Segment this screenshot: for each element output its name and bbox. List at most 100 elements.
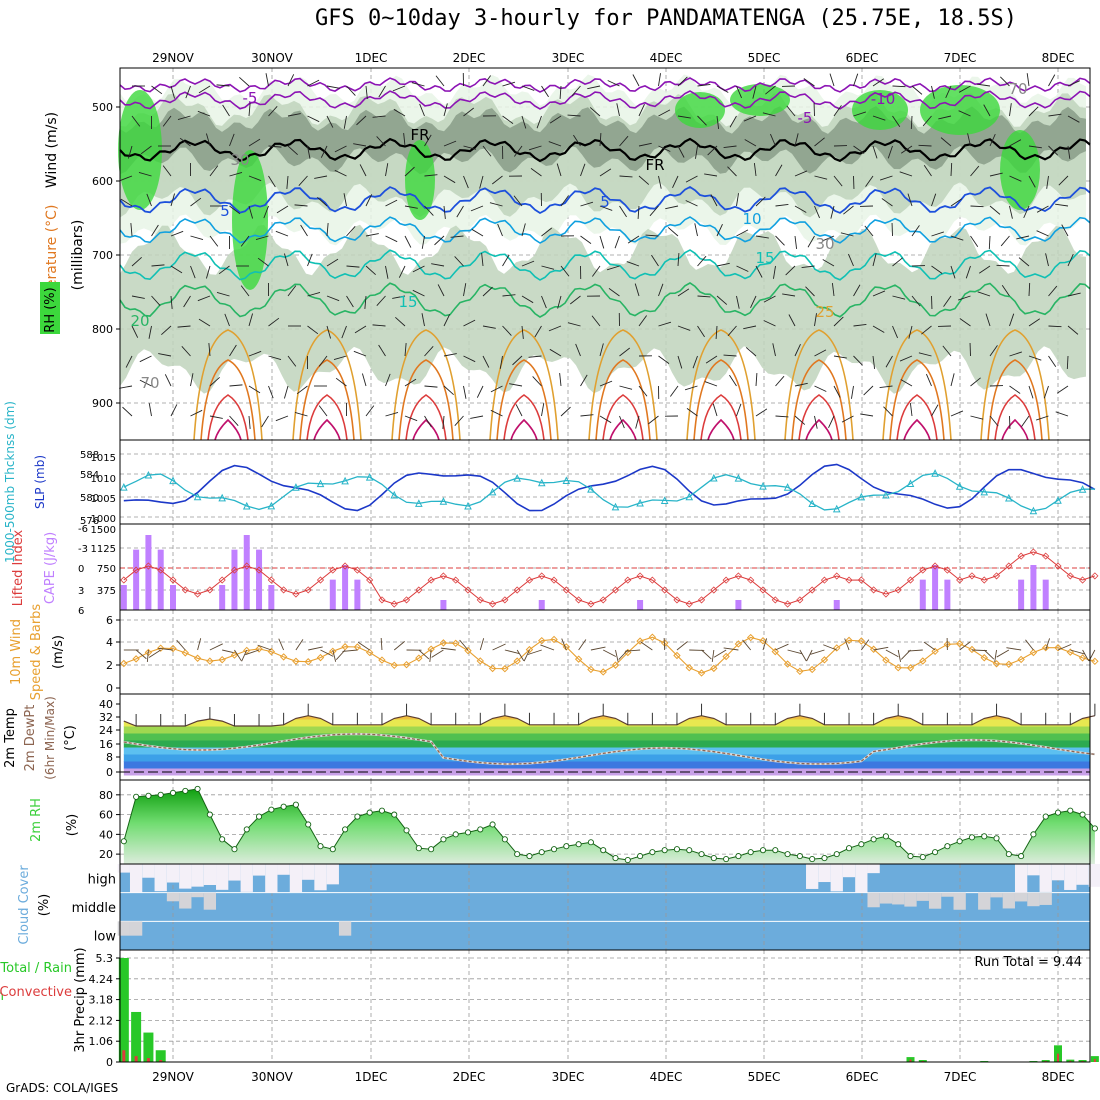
- isotherm-warm-loop: [503, 394, 545, 441]
- wind-barb: [959, 318, 971, 327]
- isotherm-warm-loop: [412, 418, 440, 441]
- rh-point: [329, 846, 336, 853]
- wind-barb-10m: [516, 649, 525, 662]
- wind-barb: [1009, 385, 1021, 394]
- wind-barb: [1001, 284, 1010, 297]
- axis-title-3hr-precip: 3hr Precip (mm): [73, 947, 88, 1052]
- wind-barb: [715, 325, 718, 339]
- wind-barb-10m: [897, 649, 901, 662]
- wind-barb: [658, 175, 662, 189]
- axis-title-total-rain-vis: Total / Rain: [0, 961, 72, 976]
- isotherm-warm-loop: [595, 359, 651, 441]
- slp-tick-label: 1000: [91, 514, 116, 525]
- rh-point: [845, 845, 853, 852]
- cape-bar: [1030, 565, 1037, 610]
- lifted-marker: [476, 596, 484, 604]
- lifted-marker: [157, 566, 165, 574]
- wind-barb: [1048, 285, 1058, 297]
- wind-barb: [248, 205, 254, 219]
- slp-tick-label: 1005: [91, 494, 116, 505]
- wind-barb: [442, 415, 445, 429]
- wind-barb: [1028, 385, 1034, 399]
- precip-total-bar: [131, 1011, 142, 1062]
- temp-band: [123, 726, 1090, 734]
- precip-conv-bar-small: [1057, 1053, 1059, 1062]
- wind-barb-10m: [1070, 649, 1085, 655]
- wind-barb: [229, 415, 239, 426]
- wind-barb: [881, 198, 893, 207]
- wind-barb: [265, 73, 269, 87]
- wind-barb-10m: [723, 647, 739, 651]
- wind-barb: [736, 229, 749, 237]
- rh-point: [428, 846, 435, 853]
- date-label-bottom: 7DEC: [944, 1070, 977, 1084]
- slp-line: [123, 463, 1096, 512]
- wind-barb: [794, 235, 798, 249]
- rh-point: [686, 847, 693, 854]
- thickness-marker: [365, 472, 374, 481]
- temp-band: [120, 691, 1090, 699]
- temp-tick-label: 16: [99, 738, 113, 751]
- wind-barb: [989, 345, 998, 357]
- wind-barb: [131, 256, 142, 267]
- isotherm-warm-loop: [398, 359, 454, 441]
- cloud-gap: [867, 864, 880, 874]
- wind-barb: [151, 85, 163, 95]
- wind-barb: [1018, 257, 1030, 267]
- wind-barb: [833, 316, 844, 327]
- rh-high-patch: [405, 140, 435, 220]
- wind-barb: [892, 85, 906, 88]
- axis-title-lifted: Lifted Index: [11, 529, 26, 606]
- lifted-marker: [194, 590, 202, 598]
- lifted-marker: [255, 566, 263, 574]
- wind-speed-marker: [648, 633, 657, 641]
- wind-speed-marker: [525, 645, 534, 654]
- thickness-marker: [1078, 485, 1087, 493]
- wind-barb: [705, 355, 718, 364]
- wind-barb: [619, 205, 627, 218]
- wind-barb: [463, 385, 467, 399]
- cloud-gap: [1039, 892, 1052, 905]
- cape-tick-label: 750: [97, 564, 116, 575]
- wind-barb: [131, 115, 141, 127]
- temp-band: [120, 684, 1090, 692]
- wind-barb: [190, 409, 203, 417]
- wind-barb: [294, 411, 308, 417]
- wind-barb: [334, 169, 347, 177]
- wind-speed-marker: [820, 656, 829, 664]
- date-label-top: 29NOV: [152, 51, 194, 65]
- wind-barb: [198, 85, 211, 94]
- temp-tick-label: 24: [99, 724, 113, 737]
- isotherm-warm-loop: [306, 394, 348, 441]
- date-label-top: 6DEC: [846, 51, 879, 65]
- cape-bar: [538, 600, 545, 610]
- date-label-top: 8DEC: [1042, 51, 1075, 65]
- wind-barb: [908, 325, 913, 339]
- wind-speed-marker: [710, 664, 718, 673]
- wind-barb: [170, 404, 178, 417]
- wind-speed-marker: [894, 663, 902, 672]
- wind-barb: [829, 73, 835, 87]
- wind-barb: [528, 145, 542, 151]
- cloud-gap: [228, 864, 241, 881]
- wind-speed-marker: [857, 637, 866, 645]
- lifted-marker: [525, 576, 534, 584]
- wind-barb: [978, 265, 991, 274]
- data-layer: [117, 72, 1100, 1062]
- wind-barb: [513, 145, 523, 157]
- wind-barb: [385, 235, 398, 243]
- wind-speed-marker: [906, 664, 915, 672]
- wind-barb: [248, 313, 254, 327]
- rh-point: [182, 787, 189, 794]
- wind-barb: [222, 104, 230, 117]
- rh-point: [157, 791, 164, 798]
- wind-speed-marker: [1054, 644, 1062, 652]
- contour-label: FR: [410, 126, 429, 144]
- thickness-marker: [857, 492, 866, 501]
- wind-barb: [853, 145, 865, 154]
- wind-speed-marker: [402, 661, 411, 669]
- isotherm-warm-loop: [510, 418, 538, 441]
- wind-barb: [887, 145, 893, 159]
- wind-barb-10m: [590, 646, 606, 651]
- wind-barb: [307, 79, 320, 87]
